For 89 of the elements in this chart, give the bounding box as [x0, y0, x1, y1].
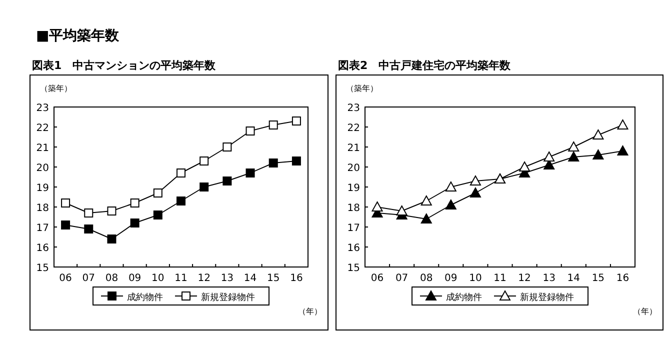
point [519, 162, 530, 172]
point [176, 168, 186, 178]
y-tick-label: 21 [36, 143, 49, 154]
x-tick-label: 13 [542, 273, 556, 284]
x-tick-label: 15 [592, 273, 605, 284]
x-tick-label: 11 [174, 273, 188, 284]
point [592, 150, 604, 160]
point [246, 168, 255, 178]
y-tick-label: 16 [36, 243, 49, 254]
x-tick-label: 07 [395, 273, 408, 284]
y-tick-label: 19 [36, 183, 49, 194]
x-tick-label: 10 [152, 273, 164, 284]
legend-label: 新規登録物件 [201, 292, 255, 303]
x-tick-label: 06 [59, 273, 72, 284]
point [420, 214, 432, 224]
point [617, 120, 628, 130]
point [568, 142, 580, 152]
y-tick-label: 18 [347, 203, 360, 214]
y-tick-label: 19 [347, 183, 360, 194]
y-tick-label: 20 [347, 163, 360, 174]
x-tick-label: 11 [494, 273, 506, 284]
x-tick-label: 06 [370, 273, 384, 284]
point [372, 202, 383, 212]
point [200, 156, 209, 166]
point [292, 156, 301, 166]
y-tick-label: 18 [36, 203, 49, 214]
point [470, 188, 481, 198]
x-tick-label: 09 [444, 273, 458, 284]
x-tick-label: 12 [198, 273, 210, 284]
y-tick-label: 22 [36, 123, 49, 134]
point [176, 196, 186, 206]
y-tick-label: 17 [347, 223, 360, 234]
point [268, 158, 278, 168]
point [445, 200, 456, 210]
point [268, 120, 278, 130]
y-tick-label: 23 [347, 103, 360, 114]
point [617, 146, 628, 156]
x-tick-label: 13 [220, 273, 234, 284]
x-tick-label: 08 [105, 273, 118, 284]
x-tick-label: 16 [290, 273, 303, 284]
x-tick-label: 08 [420, 273, 433, 284]
x-tick-label: 14 [244, 273, 257, 284]
point [153, 210, 162, 220]
x-axis-title: （年） [298, 307, 322, 316]
x-axis-title: （年） [633, 307, 657, 316]
point [200, 182, 209, 192]
y-tick-label: 22 [347, 123, 360, 134]
chart-title: 図表2 中古戸建住宅の平均築年数 [338, 59, 512, 72]
x-tick-label: 12 [518, 273, 531, 284]
chart-title: 図表1 中古マンションの平均築年数 [32, 59, 217, 72]
legend-label: 新規登録物件 [520, 292, 574, 303]
point [84, 208, 94, 218]
x-tick-label: 09 [128, 273, 142, 284]
point [107, 206, 116, 216]
y-tick-label: 16 [347, 243, 360, 254]
point [396, 206, 408, 216]
y-tick-label: 15 [347, 263, 360, 274]
y-tick-label: 20 [36, 163, 49, 174]
x-tick-label: 16 [616, 273, 630, 284]
y-tick-label: 17 [36, 223, 49, 234]
point [544, 152, 555, 162]
point [246, 126, 255, 136]
y-tick-label: 23 [36, 103, 49, 114]
point [107, 234, 116, 244]
point [568, 152, 580, 162]
point [420, 196, 432, 206]
x-tick-label: 15 [266, 273, 280, 284]
point [445, 182, 456, 192]
y-tick-label: 15 [36, 263, 49, 274]
point [130, 198, 140, 208]
text: ■平均築年数 [36, 28, 120, 44]
y-axis-title: （築年） [346, 84, 378, 93]
point [292, 116, 301, 126]
y-axis-title: （築年） [40, 84, 72, 93]
point [84, 224, 94, 234]
y-tick-label: 21 [347, 143, 360, 154]
point [61, 198, 70, 208]
point [470, 176, 481, 186]
point [61, 220, 70, 230]
point [153, 188, 162, 198]
point [592, 130, 604, 140]
x-tick-label: 10 [469, 273, 482, 284]
x-tick-label: 14 [567, 273, 580, 284]
point [222, 176, 232, 186]
legend-label: 成約物件 [446, 292, 482, 303]
x-tick-label: 07 [82, 273, 96, 284]
legend-label: 成約物件 [127, 292, 163, 303]
point [222, 142, 232, 152]
point [130, 218, 140, 228]
